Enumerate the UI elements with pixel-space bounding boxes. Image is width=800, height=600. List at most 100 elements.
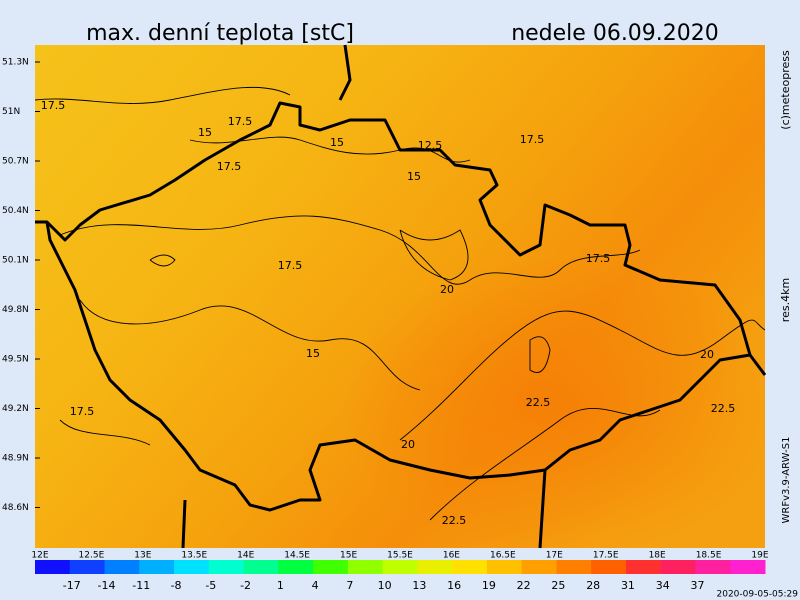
longitude-label: 13E (134, 551, 151, 561)
longitude-label: 16E (443, 551, 460, 561)
latitude-label: 48.9N (2, 454, 29, 464)
longitude-label: 19E (751, 551, 768, 561)
colorbar-segment (556, 560, 592, 574)
colorbar-label: 19 (482, 579, 496, 592)
longitude-labels: 12E 12.5E 13E 13.5E 14E 14.5E 15E 15.5E 16E 16.5E… (31, 551, 768, 561)
contour-label: 22.5 (526, 396, 551, 409)
contour-label: 17.5 (228, 115, 253, 128)
contour-label: 20 (401, 438, 415, 451)
hot-area (35, 45, 765, 548)
timestamp: 2020-09-05-05:29 (717, 590, 799, 600)
contour-labels: 17.5 17.5 15 15 12.5 17.5 17.5 15 17.5 17.5 20 15 20… (41, 99, 736, 527)
colorbar-label: 4 (312, 579, 319, 592)
colorbar-segment (486, 560, 523, 574)
contour-label: 15 (330, 136, 344, 149)
colorbar-segment (243, 560, 279, 574)
colorbar-segment (625, 560, 662, 574)
map-title: max. denní teplota [stC] (86, 21, 354, 46)
colorbar-label: 10 (378, 579, 392, 592)
colorbar: -17 -14 -11 -8 -5 -2 1 4 7 10 13 16 19 22 25 28 31 34 37 (35, 560, 766, 592)
model-name: WRFv3.9-ARW-S1 (781, 437, 792, 524)
colorbar-segment (452, 560, 488, 574)
longitude-label: 16.5E (490, 551, 516, 561)
longitude-label: 15.5E (387, 551, 413, 561)
colorbar-label: 34 (656, 579, 670, 592)
longitude-label: 18.5E (696, 551, 722, 561)
contour-label: 15 (407, 170, 421, 183)
latitude-label: 48.6N (2, 503, 29, 513)
contour-label: 17.5 (520, 133, 545, 146)
latitude-label: 51N (2, 107, 20, 117)
contour-line (34, 86, 471, 163)
colorbar-label: 31 (621, 579, 635, 592)
colorbar-label: 13 (412, 579, 426, 592)
colorbar-label: -14 (98, 579, 116, 592)
colorbar-segment (139, 560, 175, 574)
latitude-label: 51.3N (2, 58, 29, 68)
colorbar-segment (347, 560, 384, 574)
longitude-label: 15E (340, 551, 357, 561)
colorbar-segment (382, 560, 418, 574)
longitude-label: 17.5E (593, 551, 619, 561)
colorbar-label: 37 (690, 579, 704, 592)
contour-label: 15 (198, 126, 212, 139)
latitude-label: 50.4N (2, 206, 29, 216)
neighbor-border (35, 44, 767, 549)
latitude-label: 49.2N (2, 404, 29, 414)
colorbar-segment (695, 560, 731, 574)
contour-label: 12.5 (418, 139, 443, 152)
latitude-label: 49.8N (2, 305, 29, 315)
latitude-label: 50.7N (2, 157, 29, 167)
longitude-label: 17E (546, 551, 563, 561)
contour-label: 17.5 (586, 252, 611, 265)
colorbar-label: -2 (240, 579, 251, 592)
contour-label: 15 (306, 347, 320, 360)
contour-line (399, 229, 551, 373)
colorbar-segment (591, 560, 627, 574)
longitude-label: 12E (31, 551, 48, 561)
colorbar-label: 25 (551, 579, 565, 592)
contour-label: 22.5 (442, 514, 467, 527)
contour-label: 20 (700, 348, 714, 361)
contour-line (79, 254, 421, 391)
contour-line (59, 215, 641, 285)
colorbar-label: 16 (447, 579, 461, 592)
contour-label: 17.5 (41, 99, 66, 112)
latitude-labels: 51.3N 51N 50.7N 50.4N 50.1N 49.8N 49.5N 49.2N 48… (2, 58, 40, 513)
colorbar-segment (417, 560, 453, 574)
resolution: res.4km (779, 278, 792, 322)
longitude-label: 18E (649, 551, 666, 561)
contour-label: 22.5 (711, 402, 736, 415)
contour-label: 17.5 (217, 160, 242, 173)
colorbar-segment (521, 560, 557, 574)
copyright: (c)meteopress (779, 50, 792, 130)
colorbar-label: 1 (277, 579, 284, 592)
contour-label: 17.5 (278, 259, 303, 272)
colorbar-segment (730, 560, 766, 574)
contour-label: 20 (440, 283, 454, 296)
contour-line (399, 310, 766, 441)
colorbar-segment (278, 560, 314, 574)
longitude-label: 14E (237, 551, 254, 561)
colorbar-segment (104, 560, 140, 574)
colorbar-label: -11 (132, 579, 150, 592)
map-date: nedele 06.09.2020 (511, 21, 719, 46)
longitude-label: 12.5E (79, 551, 105, 561)
colorbar-label: -5 (205, 579, 216, 592)
colorbar-label: 7 (346, 579, 353, 592)
colorbar-label: 28 (586, 579, 600, 592)
colorbar-segment (35, 560, 71, 574)
longitude-label: 14.5E (284, 551, 310, 561)
colorbar-label: -8 (171, 579, 182, 592)
colorbar-segment (660, 560, 696, 574)
colorbar-segment (174, 560, 210, 574)
colorbar-label: -17 (63, 579, 81, 592)
latitude-label: 49.5N (2, 355, 29, 365)
country-border (45, 101, 752, 512)
latitude-label: 50.1N (2, 256, 29, 266)
colorbar-segment (208, 560, 245, 574)
colorbar-segment (69, 560, 106, 574)
longitude-label: 13.5E (181, 551, 207, 561)
colorbar-segment (313, 560, 349, 574)
